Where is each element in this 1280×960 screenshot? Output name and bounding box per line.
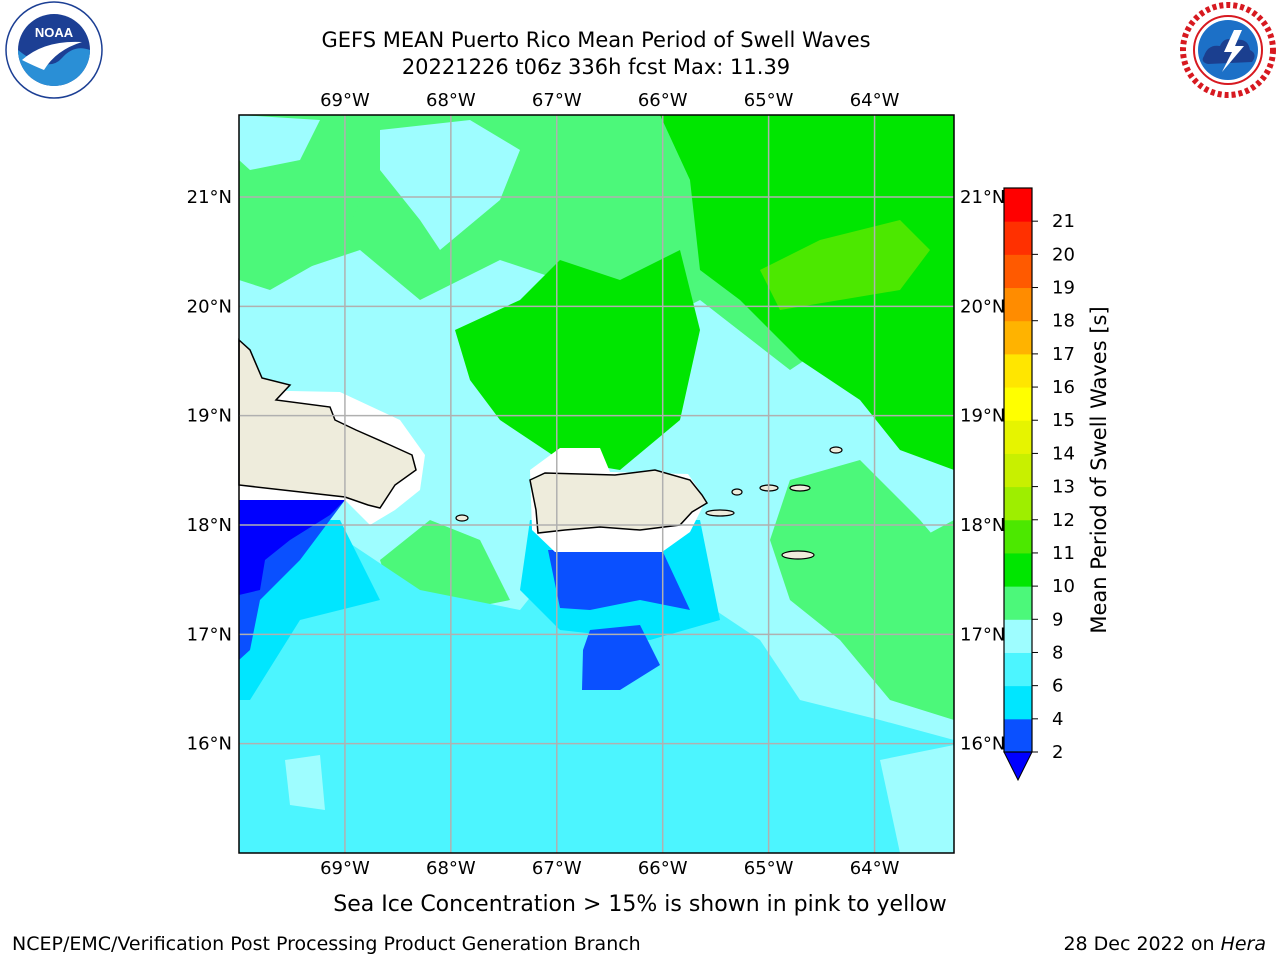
colorbar-tick-label: 18 (1052, 311, 1075, 332)
svg-text:NOAA: NOAA (35, 25, 74, 40)
island-4 (829, 446, 843, 454)
colorbar-band (1004, 486, 1032, 521)
graticule (239, 115, 954, 853)
region-sw-deepblue (239, 500, 345, 595)
colorbar-tick-label: 2 (1052, 742, 1063, 763)
lon-label-top: 66°W (638, 90, 688, 111)
island-1 (705, 509, 735, 517)
colorbar-extend-arrow (1003, 751, 1033, 782)
colorbar-band (1004, 387, 1032, 421)
host-name: Hera (1220, 933, 1266, 955)
island-6 (731, 488, 743, 496)
lon-label-top: 67°W (532, 90, 582, 111)
colorbar-tick-label: 9 (1052, 609, 1063, 630)
colorbar-band (1004, 619, 1032, 653)
colorbar-tick-label: 20 (1052, 244, 1075, 265)
region-pr-south-blue (548, 550, 690, 610)
island-5 (781, 550, 815, 560)
map-title: GEFS MEAN Puerto Rico Mean Period of Swe… (321, 28, 871, 52)
region-south-blue-blob (582, 625, 660, 690)
hispaniola-land (238, 338, 417, 509)
colorbar-tick-label: 6 (1052, 676, 1063, 697)
region-east-green-2 (880, 520, 954, 700)
colorbar-tick-label: 13 (1052, 477, 1075, 498)
region-nw-green-left (239, 160, 360, 290)
region-ne-yellowgreen (760, 220, 930, 310)
lon-label-top: 68°W (426, 90, 476, 111)
colorbar-band (1004, 188, 1032, 222)
lat-label-right: 20°N (960, 296, 1005, 317)
colorbar-tick-label: 11 (1052, 543, 1075, 564)
colorbar-band (1004, 586, 1032, 620)
colorbar-band (1004, 552, 1032, 587)
longitude-labels-top: 69°W 68°W 67°W 66°W 65°W 64°W (320, 90, 900, 111)
colorbar-band (1004, 320, 1032, 355)
map-subtitle: 20221226 t06z 336h fcst Max: 11.39 (401, 55, 791, 79)
lat-label-left: 21°N (187, 187, 232, 208)
date-text: 28 Dec 2022 on (1063, 933, 1221, 955)
region-nw-cyan (239, 115, 320, 170)
region-south-pale-patch (285, 755, 325, 810)
colorbar-tick-label: 14 (1052, 443, 1075, 464)
lat-label-right: 21°N (960, 187, 1005, 208)
lat-label-left: 20°N (187, 296, 232, 317)
latitude-labels-left: 21°N 20°N 19°N 18°N 17°N 16°N (187, 187, 232, 755)
colorbar-band (1004, 652, 1032, 687)
colorbar-tick-label: 10 (1052, 576, 1075, 597)
lon-label-top: 69°W (320, 90, 370, 111)
lat-label-left: 18°N (187, 515, 232, 536)
lat-label-right: 16°N (960, 734, 1005, 755)
colorbar-ticks: 2 4 6 8 9 10 11 12 13 14 15 16 17 18 19 20 21 (1032, 211, 1075, 763)
colorbar-label: Mean Period of Swell Waves [s] (1087, 306, 1111, 633)
colorbar-tick-label: 12 (1052, 510, 1075, 531)
longitude-labels-bottom: 69°W 68°W 67°W 66°W 65°W 64°W (320, 858, 900, 879)
lon-label-top: 65°W (744, 90, 794, 111)
colorbar-band (1004, 519, 1032, 554)
region-se-pale-patch (880, 745, 954, 853)
region-north-cyan-band (380, 120, 520, 250)
colorbar-tick-label: 15 (1052, 410, 1075, 431)
lon-label-bottom: 69°W (320, 858, 370, 879)
lon-label-bottom: 66°W (638, 858, 688, 879)
island-0 (455, 514, 469, 522)
lat-label-right: 19°N (960, 406, 1005, 427)
lon-label-top: 64°W (850, 90, 900, 111)
lon-label-bottom: 67°W (532, 858, 582, 879)
lat-label-right: 18°N (960, 515, 1005, 536)
colorbar-band (1004, 353, 1032, 388)
colorbar-tick-label: 8 (1052, 642, 1063, 663)
lon-label-bottom: 64°W (850, 858, 900, 879)
colorbar-tick-label: 21 (1052, 211, 1075, 232)
noaa-logo: NOAA (5, 1, 103, 99)
lon-label-bottom: 68°W (426, 858, 476, 879)
lon-label-bottom: 65°W (744, 858, 794, 879)
lat-label-left: 16°N (187, 734, 232, 755)
lat-label-left: 17°N (187, 624, 232, 645)
date-stamp: 28 Dec 2022 on Hera (1063, 933, 1266, 955)
region-south-cyan (239, 530, 954, 853)
colorbar-tick-label: 17 (1052, 344, 1075, 365)
lat-label-right: 17°N (960, 624, 1005, 645)
colorbar-band (1004, 221, 1032, 255)
colorbar-band (1004, 254, 1032, 289)
colorbar-band (1004, 718, 1032, 753)
latitude-labels-right: 21°N 20°N 19°N 18°N 17°N 16°N (960, 187, 1005, 755)
colorbar-band (1004, 685, 1032, 720)
map-frame (238, 114, 955, 854)
lat-label-left: 19°N (187, 406, 232, 427)
colorbar-tick-label: 16 (1052, 377, 1075, 398)
colorbar-tick-label: 4 (1052, 709, 1063, 730)
sea-ice-caption: Sea Ice Concentration > 15% is shown in … (333, 892, 947, 917)
colorbar-band (1004, 287, 1032, 322)
colorbar-band (1004, 420, 1032, 454)
island-3 (789, 484, 811, 492)
credit-line: NCEP/EMC/Verification Post Processing Pr… (12, 933, 641, 955)
colorbar-frame (1003, 187, 1033, 753)
colorbar (1003, 187, 1033, 782)
colorbar-band (1004, 453, 1032, 488)
nws-logo (1180, 2, 1276, 98)
colorbar-tick-label: 19 (1052, 278, 1075, 299)
